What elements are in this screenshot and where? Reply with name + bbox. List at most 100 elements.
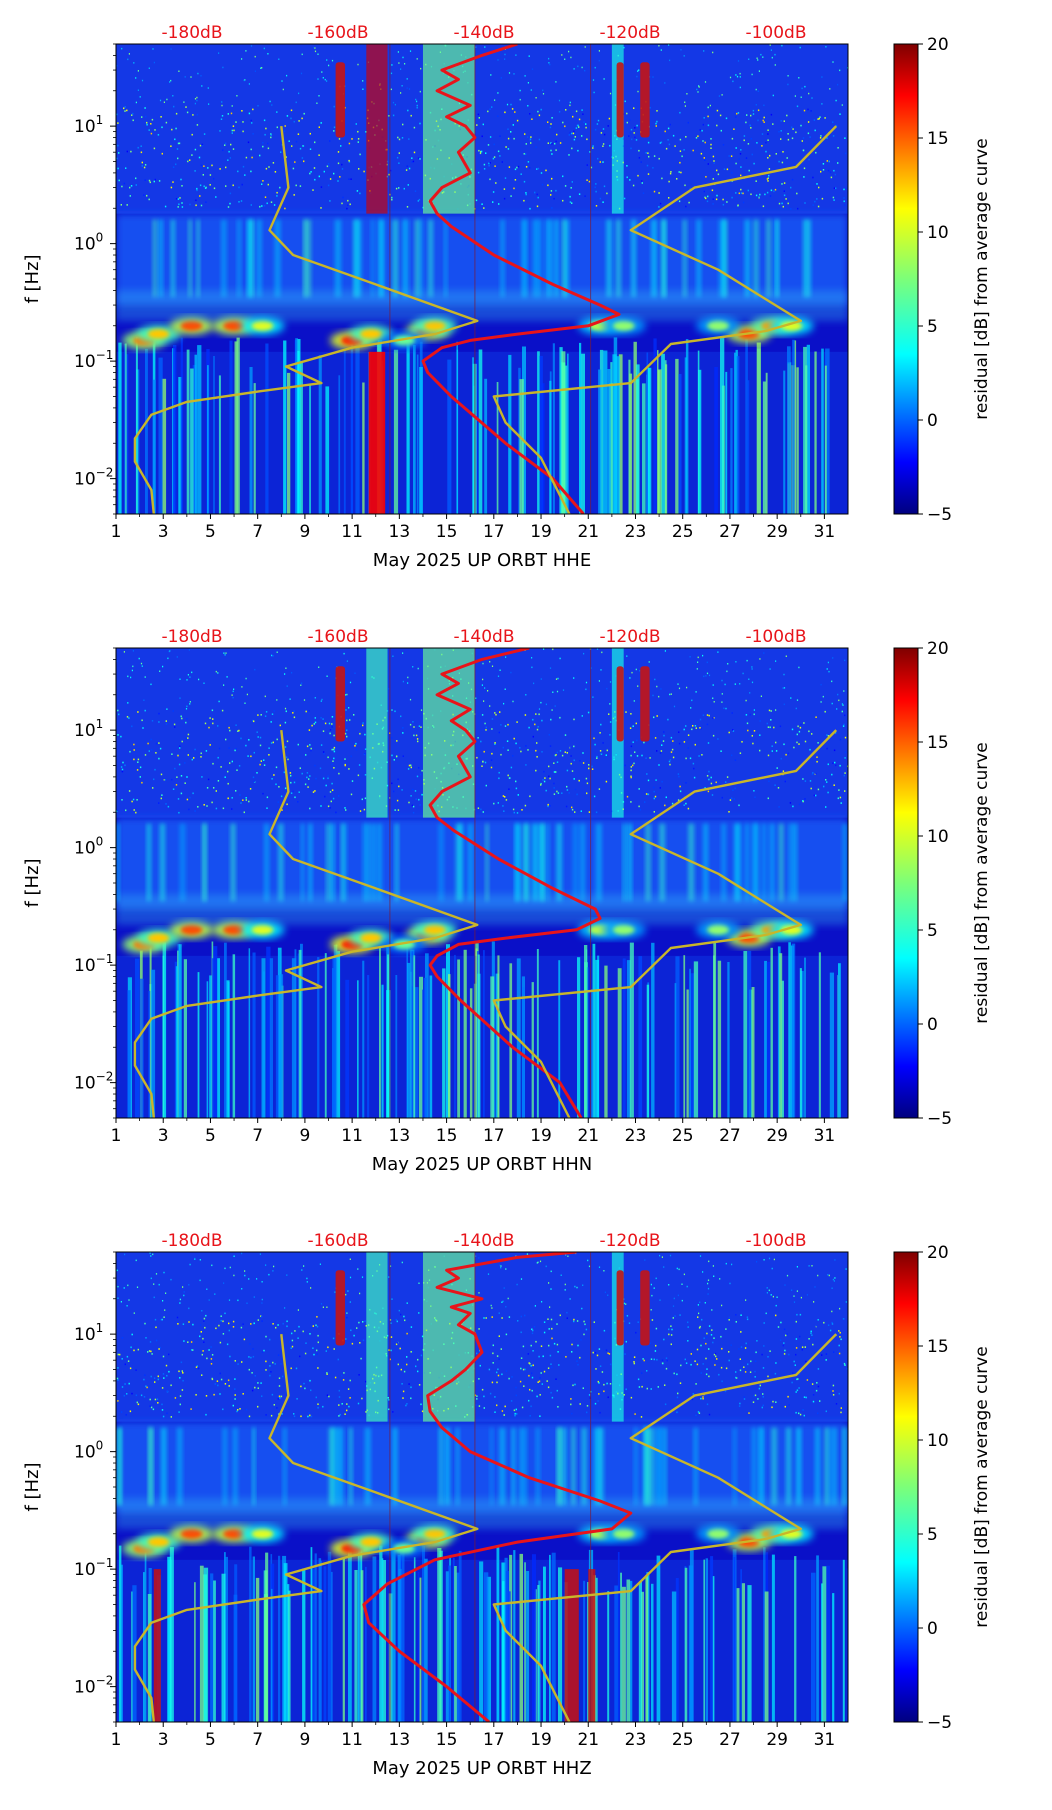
- speckle: [211, 1354, 214, 1356]
- speckle: [567, 1255, 569, 1257]
- speckle: [649, 106, 651, 109]
- speckle: [582, 752, 584, 754]
- speckle: [637, 70, 639, 72]
- speckle: [676, 1396, 679, 1399]
- plume: [392, 219, 399, 298]
- speckle: [531, 657, 533, 659]
- speckle: [416, 104, 418, 107]
- speckle: [767, 139, 769, 141]
- speckle: [742, 672, 744, 675]
- speckle: [231, 797, 233, 799]
- speckle: [347, 1290, 349, 1292]
- speckle: [220, 1315, 222, 1317]
- speckle: [633, 1361, 635, 1363]
- hf-red-pillar: [616, 666, 624, 742]
- speckle: [550, 190, 553, 192]
- plume: [376, 823, 382, 902]
- speckle: [569, 195, 571, 198]
- speckle: [673, 705, 676, 708]
- speckle: [512, 808, 515, 811]
- speckle: [703, 157, 705, 159]
- speckle: [406, 1403, 408, 1405]
- speckle: [416, 775, 419, 778]
- speckle: [726, 201, 728, 203]
- lf-streak: [846, 1568, 848, 1722]
- speckle: [121, 770, 124, 773]
- lf-streak: [762, 381, 767, 514]
- speckle: [792, 805, 794, 808]
- speckle: [478, 1257, 480, 1259]
- speckle: [276, 191, 278, 194]
- speckle: [232, 148, 235, 150]
- speckle: [309, 132, 311, 135]
- speckle: [237, 1363, 239, 1365]
- lf-streak: [690, 973, 695, 1118]
- speckle: [349, 719, 351, 721]
- lf-streak: [411, 955, 416, 1118]
- speckle: [734, 683, 736, 685]
- speckle: [532, 718, 534, 721]
- speckle: [779, 1339, 782, 1341]
- plume: [734, 823, 740, 902]
- lf-streak: [519, 1553, 523, 1722]
- speckle: [820, 135, 822, 137]
- speckle: [224, 1312, 226, 1315]
- speckle: [364, 797, 367, 800]
- speckle: [286, 1320, 288, 1323]
- speckle: [135, 177, 137, 180]
- speckle: [121, 47, 123, 50]
- speckle: [421, 769, 423, 772]
- speckle: [553, 793, 556, 795]
- speckle: [415, 1365, 417, 1368]
- x-tick-label: 29: [766, 522, 788, 542]
- lf-streak: [686, 989, 689, 1118]
- speckle: [609, 734, 611, 736]
- speckle: [120, 1301, 122, 1303]
- speckle: [324, 78, 326, 81]
- speckle: [324, 722, 327, 725]
- speckle: [242, 121, 244, 123]
- plume: [415, 219, 420, 298]
- speckle: [225, 166, 227, 169]
- speckle: [549, 63, 551, 66]
- lf-streak: [232, 954, 236, 1118]
- speckle: [737, 60, 740, 62]
- speckle: [230, 143, 232, 146]
- speckle: [569, 104, 571, 107]
- lf-streak: [621, 1586, 626, 1722]
- speckle: [153, 180, 155, 183]
- speckle: [633, 762, 635, 765]
- speckle: [417, 200, 419, 202]
- speckle: [168, 1353, 170, 1356]
- speckle: [744, 1347, 747, 1349]
- speckle: [407, 184, 409, 186]
- speckle: [482, 662, 484, 665]
- speckle: [334, 1291, 336, 1293]
- speckle: [810, 110, 812, 112]
- speckle: [240, 200, 243, 202]
- lf-streak: [615, 356, 620, 514]
- speckle: [582, 113, 584, 115]
- speckle: [687, 1326, 689, 1328]
- speckle: [555, 140, 557, 143]
- speckle: [595, 190, 597, 193]
- microseism-blob: [180, 320, 203, 331]
- speckle: [485, 152, 487, 154]
- speckle: [731, 754, 733, 757]
- speckle: [623, 197, 626, 200]
- speckle: [116, 113, 118, 116]
- lf-streak: [406, 342, 410, 514]
- speckle: [300, 684, 302, 686]
- speckle: [346, 1409, 348, 1412]
- speckle: [264, 695, 266, 698]
- speckle: [260, 1315, 262, 1317]
- speckle: [626, 176, 628, 179]
- speckle: [804, 740, 807, 743]
- speckle: [144, 1322, 146, 1325]
- speckle: [731, 171, 733, 174]
- speckle: [545, 789, 547, 792]
- speckle: [587, 711, 590, 714]
- speckle: [822, 695, 824, 698]
- lf-streak: [526, 1571, 530, 1722]
